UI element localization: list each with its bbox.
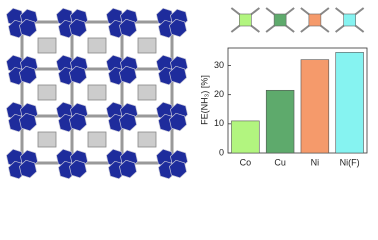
- cluster: [169, 159, 187, 179]
- cluster: [69, 112, 87, 132]
- cluster: [19, 112, 37, 132]
- cluster: [119, 18, 137, 38]
- icon-arm: [354, 24, 365, 33]
- icon-arm: [249, 7, 260, 16]
- bar: [265, 89, 295, 154]
- y-axis-label: FE(NH₃) [%]: [199, 75, 209, 125]
- cluster: [169, 112, 187, 132]
- y-tick-label: 10: [214, 118, 224, 128]
- cluster: [69, 18, 87, 38]
- icon-arm: [230, 24, 241, 33]
- plot-frame: [227, 47, 368, 154]
- icon-center: [343, 13, 356, 27]
- icon-center: [273, 13, 287, 27]
- icon-arm: [319, 7, 330, 16]
- pore: [87, 84, 107, 101]
- cluster: [119, 112, 137, 132]
- cluster: [169, 18, 187, 38]
- cluster: [19, 65, 37, 85]
- cluster: [69, 65, 87, 85]
- figure: FE(NH₃) [%] 0 10 20 30 Co Cu Ni Ni(F): [6, 7, 368, 180]
- x-tick-label: Cu: [274, 157, 286, 167]
- cluster: [19, 159, 37, 179]
- y-tick-label: 20: [214, 89, 224, 99]
- y-tick-label: 0: [219, 147, 224, 157]
- bar: [300, 59, 330, 154]
- pore: [137, 131, 157, 148]
- cluster: [169, 65, 187, 85]
- icon-center: [308, 13, 322, 27]
- y-tick-label: 30: [214, 60, 224, 70]
- x-tick-label: Co: [240, 157, 252, 167]
- crystal-structure: [6, 7, 188, 180]
- x-tick-label: Ni(F): [340, 157, 360, 167]
- cluster: [19, 18, 37, 38]
- pore: [87, 37, 107, 54]
- icon-arm: [249, 24, 260, 33]
- icon-arm: [265, 24, 276, 33]
- icon-center: [239, 13, 252, 27]
- pore: [37, 84, 57, 101]
- icon-arm: [335, 7, 346, 16]
- cluster: [69, 159, 87, 179]
- icon-arm: [319, 24, 330, 33]
- pore: [137, 84, 157, 101]
- icon-arm: [354, 7, 365, 16]
- cluster: [119, 159, 137, 179]
- icon-arm: [335, 24, 346, 33]
- bar: [335, 52, 364, 154]
- icon-arm: [265, 7, 276, 16]
- icon-arm: [300, 24, 311, 33]
- pore: [37, 131, 57, 148]
- icon-arm: [284, 24, 295, 33]
- icon-arm: [300, 7, 311, 16]
- pore: [37, 37, 57, 54]
- bar: [231, 120, 260, 154]
- icon-arm: [230, 7, 241, 16]
- icon-arm: [284, 7, 295, 16]
- linker-icons: [230, 7, 365, 33]
- pore: [87, 131, 107, 148]
- cluster: [119, 65, 137, 85]
- pore: [137, 37, 157, 54]
- x-tick-label: Ni: [311, 157, 320, 167]
